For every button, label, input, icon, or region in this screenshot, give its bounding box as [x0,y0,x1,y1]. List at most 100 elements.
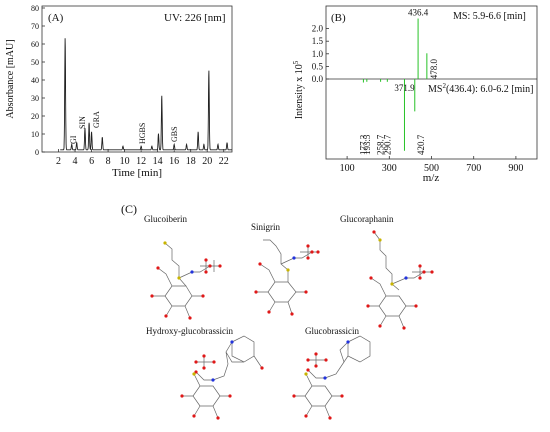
atom-marker [228,394,232,398]
uv-label: UV: 226 [nm] [164,12,226,24]
atom-marker [192,414,196,418]
ms2-peak-label: 371.9 [394,83,415,93]
ms2-peak-label: 290.7 [382,134,392,155]
atom-marker [211,378,215,382]
atom-marker [418,276,422,280]
atom-marker [404,276,408,280]
atom-marker [156,266,160,270]
atom-marker [254,290,258,294]
panel-a-y-tick-label: 60 [31,40,39,49]
panel-a-x-tick-label: 16 [169,156,179,167]
ms1-peak-label: 478.0 [429,59,439,80]
panel-a-xlabel: Time [min] [112,167,162,179]
panel-a-x-tick-label: 8 [106,156,111,167]
panel-b-ylabel: Intensity x 105 [292,60,305,119]
atom-marker [369,276,373,280]
panel-a-y-tick-label: 40 [31,76,39,85]
molecule-name-hydroxy-glucobrassicin: Hydroxy-glucobrassicin [146,326,233,336]
atom-marker [163,241,167,245]
molecule-name-glucoiberin: Glucoiberin [144,214,187,224]
peak-label-gbs: GBS [170,126,179,142]
panel-b-x-tick-label: 700 [466,163,481,174]
glucoraphanin-structure [368,231,432,329]
panel-b-x-tick-label: 500 [424,163,439,174]
atom-marker [202,366,206,370]
atom-marker [212,360,216,364]
panel-a-ylabel: Absorbance [mAU] [5,39,16,118]
atom-marker [150,294,154,298]
ms1-label: MS: 5.9-6.6 [min] [453,11,526,22]
panel-a-y-tick-label: 10 [31,130,39,139]
atom-marker [258,262,262,266]
atom-marker [286,268,290,272]
panel-c: (C) Glucoiberin Sinigrin Glucoraphanin H… [121,202,434,420]
panel-a-tag: (A) [48,12,64,24]
atom-marker [204,258,208,262]
panel-a-x-tick-label: 20 [202,156,212,167]
panel-b-y-tick-label: 2.0 [312,24,324,34]
atom-marker [180,394,184,398]
ms2-peak-label: 177.3 [358,134,368,155]
atom-marker [304,290,308,294]
atom-marker [202,354,206,358]
atom-marker [194,360,198,364]
atom-marker [430,270,434,274]
atom-marker [323,376,327,380]
atom-marker [188,316,192,320]
ms2-peak-label: 420.7 [416,134,426,155]
panel-b-tag: (B) [331,12,346,24]
peak-label-gi: GI [69,135,78,144]
panel-b-x-tick-label: 300 [382,163,397,174]
atom-marker [208,264,212,268]
atom-marker [190,270,194,274]
atom-marker [366,304,370,308]
panel-a-y-tick-label: 50 [31,58,39,67]
atom-marker [390,282,394,286]
atom-marker [204,270,208,274]
ms2-peak-label: 193.5 [362,134,372,155]
atom-marker [306,368,310,372]
atom-marker [324,358,328,362]
atom-marker [164,314,168,318]
sinigrin-structure [256,239,318,315]
ms1-peak-label: 436.4 [408,8,429,18]
peak-label-hgbs: HGBS [138,123,147,144]
panel-a-x-tick-label: 12 [136,156,146,167]
atom-marker [328,416,332,420]
panel-b-x-tick-label: 100 [340,163,355,174]
panel-a-frame [41,5,233,153]
molecule-name-sinigrin: Sinigrin [251,222,281,232]
panel-a-x-axis: 2 4 6 8 10 12 14 16 18 20 22 [56,149,229,167]
peak-label-sin: SIN [78,116,87,129]
atom-markers [150,230,434,420]
glucoiberin-structure [152,242,220,319]
panel-a-x-tick-label: 2 [56,156,61,167]
atom-marker [378,238,382,242]
atom-marker [422,270,426,274]
atom-marker [418,264,422,268]
panel-a: (A) UV: 226 [nm] Absorbance [mAU] Time [… [5,4,233,179]
panel-b-y-tick-label: 0.5 [312,61,324,71]
atom-marker [314,352,318,356]
panel-b-y-tick-label: 1.5 [312,36,324,46]
atom-marker [306,256,310,260]
panel-b-x-tick-label: 900 [508,163,523,174]
atom-marker [306,358,310,362]
atom-marker [201,294,205,298]
atom-marker [340,394,344,398]
atom-marker [378,324,382,328]
panel-c-tag: (C) [121,202,137,216]
glucobrassicin-structure [294,335,371,419]
panel-b: (B) MS: 5.9-6.6 [min] MS2(436.4): 6.0-6.… [292,5,538,184]
atom-marker [372,230,376,234]
panel-b-xlabel: m/z [423,172,440,184]
atom-marker [414,304,418,308]
atom-marker [290,312,294,316]
panel-a-y-tick-label: 20 [31,112,39,121]
panel-a-y-tick-label: 70 [31,22,39,31]
atom-marker [216,416,220,420]
panel-a-x-tick-label: 14 [153,156,163,167]
chromatogram-trace [60,38,232,151]
atom-marker [346,340,350,344]
panel-a-x-tick-label: 4 [73,156,78,167]
